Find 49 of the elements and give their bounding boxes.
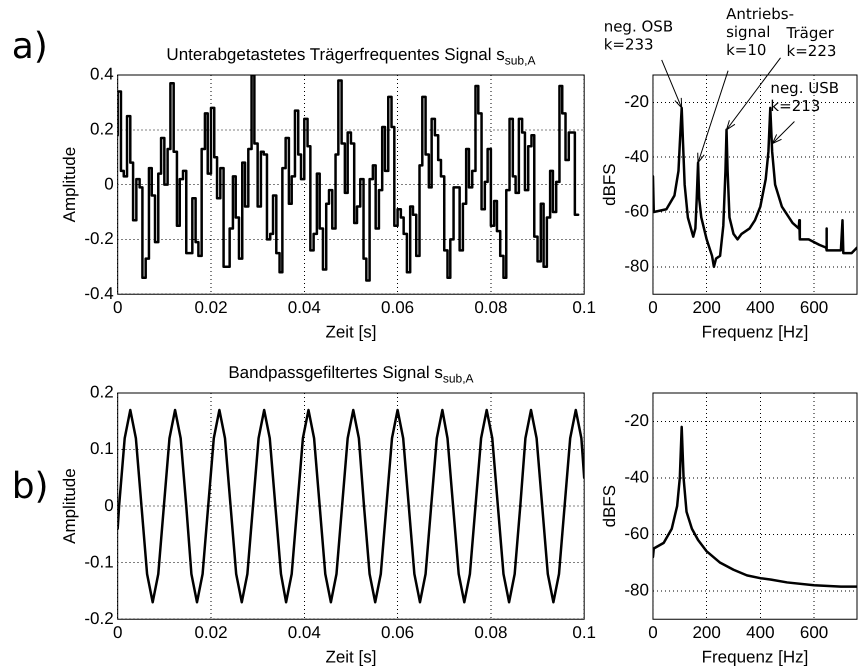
text: b) [12, 466, 49, 507]
x-tick-label: 400 [746, 623, 775, 642]
x-tick-label: 0.04 [288, 298, 321, 318]
y-axis-title: dBFS [600, 484, 619, 528]
x-tick-label: 0.1 [572, 298, 596, 318]
text: a) [12, 26, 48, 67]
x-tick-label: 0.04 [288, 623, 321, 642]
y-tick-label: 0 [104, 496, 114, 515]
x-tick-label: 0.06 [381, 298, 414, 318]
x-tick-label: 200 [692, 298, 721, 318]
y-tick-label: -60 [624, 524, 649, 544]
y-tick-label: -0.4 [84, 284, 114, 303]
x-tick-label: 0.08 [474, 298, 508, 318]
y-tick-label: -20 [624, 410, 649, 430]
x-tick-label: 600 [800, 623, 828, 642]
x-tick-label: 600 [800, 298, 828, 318]
y-tick-label: -80 [624, 256, 649, 276]
y-tick-label: -40 [624, 468, 649, 487]
y-tick-label: -20 [624, 92, 649, 112]
y-axis-title: Amplitude [60, 146, 79, 222]
y-tick-label: -60 [624, 202, 649, 221]
y-tick-label: 0.2 [90, 382, 114, 402]
y-tick-label: 0 [104, 174, 114, 194]
y-tick-label: 0.1 [90, 439, 114, 458]
annotation: Träger k=223 [786, 24, 836, 60]
y-tick-label: -40 [624, 146, 649, 166]
x-axis-title: Zeit [s] [325, 647, 376, 666]
x-tick-label: 0.02 [194, 298, 228, 318]
y-tick-label: -0.2 [84, 608, 114, 628]
annotation: neg. USB k=213 [770, 78, 840, 115]
chart-title: Bandpassgefiltertes Signal s$_{sub,A}$ [228, 363, 474, 388]
x-axis-title: Frequenz [Hz] [702, 322, 808, 342]
y-axis-title: Amplitude [60, 468, 79, 544]
y-tick-label: 0.2 [90, 119, 114, 138]
x-tick-label: 0.06 [381, 623, 414, 642]
x-tick-label: 200 [692, 623, 721, 642]
x-axis-title: Frequenz [Hz] [702, 647, 808, 666]
y-tick-label: -80 [624, 580, 649, 600]
chart-title: Unterabgetastetes Trägerfrequentes Signal s$_{sub,A}$ [166, 45, 536, 70]
x-tick-label: 0.1 [572, 623, 596, 642]
x-tick-label: 0.08 [474, 623, 508, 642]
x-tick-label: 0.02 [194, 623, 228, 642]
x-axis-title: Zeit [s] [325, 322, 376, 342]
y-tick-label: -0.1 [84, 552, 114, 572]
y-tick-label: 0.4 [90, 64, 114, 84]
y-axis-title: dBFS [600, 163, 619, 206]
annotation: neg. OSB k=233 [604, 17, 674, 54]
y-tick-label: -0.2 [84, 229, 114, 248]
x-tick-label: 400 [746, 298, 775, 318]
